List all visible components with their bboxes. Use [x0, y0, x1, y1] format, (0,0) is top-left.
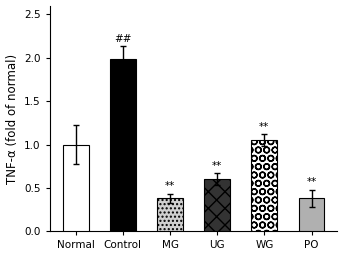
Bar	[110, 59, 136, 231]
Text: **: **	[259, 122, 270, 132]
Bar	[251, 140, 277, 231]
Bar	[204, 179, 230, 231]
Text: **: **	[212, 161, 222, 170]
Text: **: **	[306, 177, 317, 187]
Text: ##: ##	[114, 34, 132, 44]
Text: **: **	[165, 182, 175, 191]
Bar	[298, 198, 324, 231]
Bar	[63, 145, 89, 231]
Bar	[157, 198, 183, 231]
Y-axis label: TNF-α (fold of normal): TNF-α (fold of normal)	[5, 54, 19, 184]
